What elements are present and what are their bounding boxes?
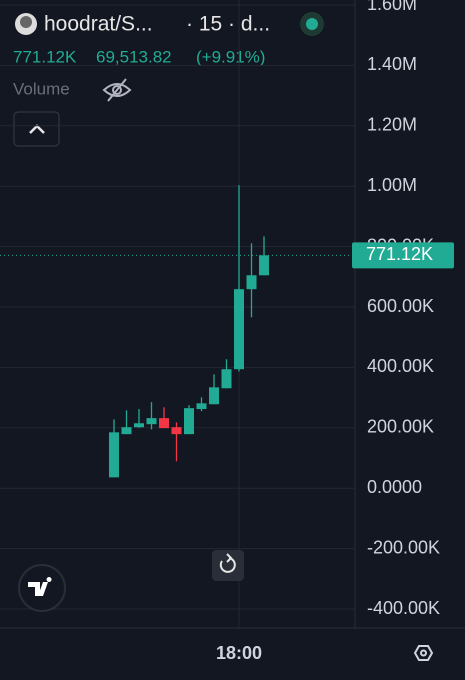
candle-body xyxy=(259,255,269,276)
candle-body xyxy=(221,369,232,389)
price-label: 771.12K xyxy=(366,244,433,264)
reset-button[interactable] xyxy=(212,550,244,581)
y-tick-label: 400.00K xyxy=(367,356,434,376)
reset-icon xyxy=(219,557,236,573)
status-dot xyxy=(306,18,318,30)
logo-detail xyxy=(20,16,32,28)
y-tick-label: 600.00K xyxy=(367,296,434,316)
interval[interactable]: · 15 · d... xyxy=(186,13,270,36)
candle-body xyxy=(121,427,132,435)
candles xyxy=(109,185,269,478)
y-tick-label: 1.00M xyxy=(367,175,417,195)
y-tick-label: -200.00K xyxy=(367,537,440,557)
indicator: Volume xyxy=(13,79,70,98)
candle-body xyxy=(246,275,257,290)
candle-body xyxy=(209,387,219,405)
candle-body xyxy=(196,403,207,410)
y-tick-label: -400.00K xyxy=(367,598,440,618)
candle-body xyxy=(146,418,157,425)
candle-body xyxy=(171,427,182,435)
y-tick-label: 200.00K xyxy=(367,417,434,437)
settings-icon xyxy=(420,649,427,657)
tv-logo-mark xyxy=(28,577,52,596)
candle-body xyxy=(184,408,194,435)
y-tick-label: 1.60M xyxy=(367,0,417,14)
settings-button[interactable] xyxy=(413,645,434,661)
last-price: 771.12K xyxy=(13,47,77,66)
change: 69,513.82 xyxy=(96,47,172,66)
change-pct: (+9.91%) xyxy=(196,47,265,66)
y-tick-label: 0.0000 xyxy=(367,477,422,497)
candle-body xyxy=(109,432,119,478)
candle-body xyxy=(234,289,244,370)
candle-body xyxy=(159,418,169,429)
y-tick-label: 1.40M xyxy=(367,54,417,74)
hide-icon[interactable] xyxy=(102,78,132,102)
collapse-button[interactable] xyxy=(13,111,60,147)
symbol[interactable]: hoodrat/S... xyxy=(44,13,153,36)
price-label-box xyxy=(352,242,454,269)
x-tick-label: 18:00 xyxy=(216,643,262,663)
candle-body xyxy=(134,423,144,428)
y-tick-label: 1.20M xyxy=(367,115,417,135)
reset-arrow xyxy=(226,553,233,563)
